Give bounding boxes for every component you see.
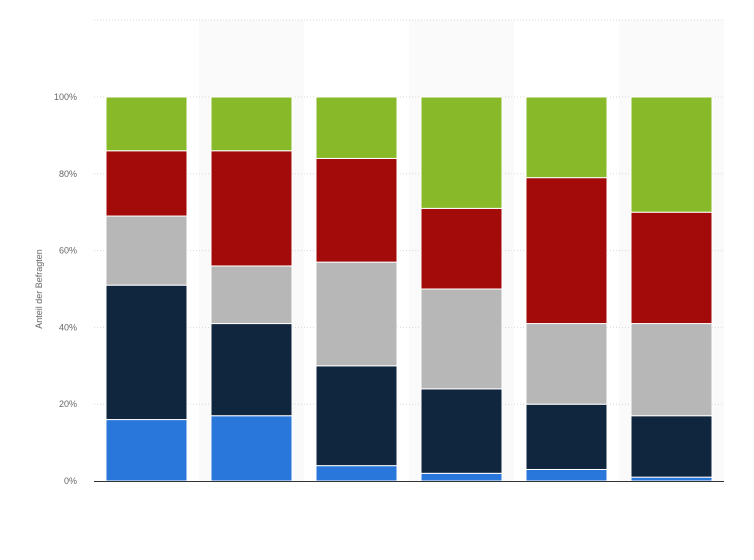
bar-segment[interactable] (630, 476, 713, 482)
bar-segment[interactable] (525, 323, 608, 405)
bar-segment[interactable] (105, 150, 188, 217)
bar-segment[interactable] (420, 96, 503, 209)
bar-segment[interactable] (525, 403, 608, 470)
bar-segment[interactable] (630, 211, 713, 325)
bar-segment[interactable] (105, 215, 188, 286)
bar-segment[interactable] (315, 157, 398, 263)
bars (105, 96, 713, 482)
bar-segment[interactable] (315, 261, 398, 367)
bar-segment[interactable] (420, 288, 503, 390)
y-axis-ticks: 0% 20% 40% 60% 80% 100% (54, 92, 77, 486)
y-tick-label: 100% (54, 92, 77, 102)
y-tick-label: 40% (59, 322, 77, 332)
bar-segment[interactable] (525, 177, 608, 325)
bar-segment[interactable] (630, 323, 713, 417)
bar-segment[interactable] (315, 465, 398, 482)
y-tick-label: 0% (64, 476, 77, 486)
bar-segment[interactable] (210, 415, 293, 482)
gridlines (94, 19, 724, 405)
y-tick-label: 80% (59, 169, 77, 179)
y-tick-label: 20% (59, 399, 77, 409)
bar-segment[interactable] (525, 96, 608, 179)
bar-segment[interactable] (420, 207, 503, 290)
bar-segment[interactable] (210, 323, 293, 417)
y-axis-title: Anteil der Befragten (34, 249, 44, 329)
bar-segment[interactable] (525, 468, 608, 482)
bar-segment[interactable] (210, 265, 293, 325)
bar-segment[interactable] (105, 96, 188, 152)
bar-segment[interactable] (630, 96, 713, 213)
bar-segment[interactable] (105, 284, 188, 421)
bar-segment[interactable] (210, 150, 293, 267)
y-tick-label: 60% (59, 246, 77, 256)
bar-segment[interactable] (315, 365, 398, 467)
bar-segment[interactable] (210, 96, 293, 152)
bar-segment[interactable] (420, 388, 503, 474)
bar-segment[interactable] (105, 419, 188, 482)
bar-segment[interactable] (420, 472, 503, 482)
bar-segment[interactable] (630, 415, 713, 478)
bar-segment[interactable] (315, 96, 398, 159)
